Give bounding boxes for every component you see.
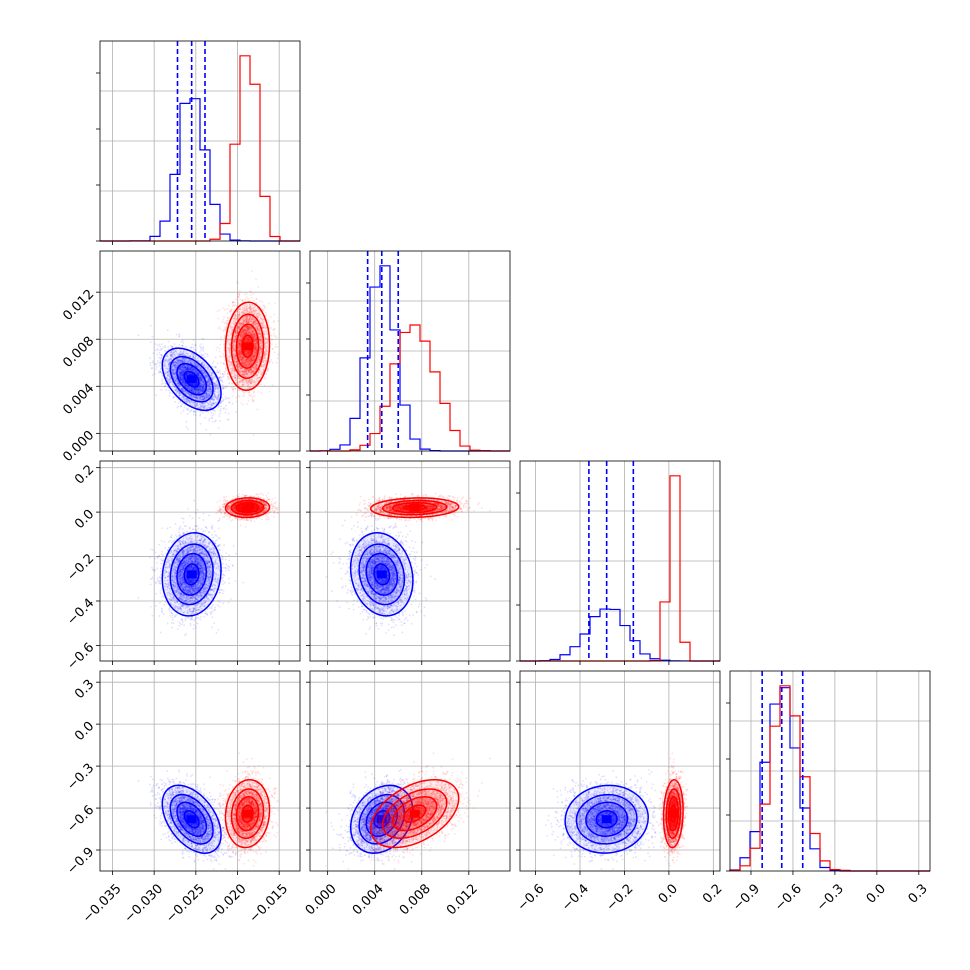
contour-set-series-0 <box>564 784 649 854</box>
contour-set-series-1 <box>369 779 460 849</box>
y-tick-label-2-0: −0.6 <box>64 640 97 673</box>
x-tick-label-3-3: 0.0 <box>864 881 889 906</box>
contour-set-series-1 <box>224 497 271 519</box>
x-tick-label-2-0: −0.6 <box>515 881 548 914</box>
scatter-panel-3-1: 0.000 0.004 0.008 0.012 <box>303 670 511 918</box>
panel-frame <box>519 460 721 662</box>
panel-content <box>137 492 280 637</box>
y-tick-label-2-3: 0.0 <box>72 507 97 532</box>
x-tick-label-3-2: −0.3 <box>814 881 847 914</box>
y-tick-label-3-0: −0.9 <box>64 845 97 878</box>
contour-set-series-0 <box>161 347 222 412</box>
y-tick-label-1-2: 0.008 <box>60 334 97 371</box>
panel-content <box>324 492 491 637</box>
scatter-panel-1-0: 0.000 0.004 0.008 0.012 <box>60 250 301 465</box>
x-tick-label-2-1: −0.4 <box>559 881 592 914</box>
panel-content <box>137 270 280 437</box>
panel-background <box>100 251 300 451</box>
histogram-panel-3: −0.9 −0.6 −0.3 0.0 0.3 <box>726 670 931 914</box>
y-tick-label-2-4: 0.2 <box>72 462 97 487</box>
x-tick-label-2-3: 0.0 <box>656 881 681 906</box>
panel-frame <box>99 40 301 242</box>
y-tick-label-3-4: 0.3 <box>72 677 97 702</box>
panel-content <box>137 752 280 871</box>
contour-set-series-0 <box>349 532 414 617</box>
x-tick-label-0-4: −0.015 <box>247 881 292 926</box>
density-peak-series-0 <box>186 375 197 384</box>
panel-background <box>100 671 300 871</box>
panel-frame <box>309 250 511 452</box>
panel-frame <box>309 670 511 872</box>
panel-frame <box>99 250 301 452</box>
scatter-panel-2-1 <box>306 460 511 665</box>
panel-background <box>100 461 300 661</box>
scatter-panel-3-0: −0.035−0.030−0.025−0.020−0.015 −0.9 −0.6 −0… <box>64 670 301 926</box>
density-peak-series-1 <box>409 503 420 512</box>
density-peak-series-0 <box>376 570 387 579</box>
y-tick-label-3-3: 0.0 <box>72 719 97 744</box>
scatter-panel-2-0: −0.6 −0.4 −0.2 0.0 0.2 <box>64 460 301 673</box>
x-tick-label-2-4: 0.2 <box>700 881 725 906</box>
y-tick-label-2-2: −0.2 <box>64 551 97 584</box>
x-tick-label-1-2: 0.008 <box>397 881 434 918</box>
contour-set-series-1 <box>224 301 271 392</box>
panel-frame <box>729 670 931 872</box>
y-tick-label-3-2: −0.3 <box>64 761 97 794</box>
contour-set-series-1 <box>369 497 460 519</box>
x-tick-label-3-0: −0.9 <box>730 881 763 914</box>
scatter-panel-3-2: −0.6 −0.4 −0.2 0.0 0.2 <box>515 670 725 914</box>
panel-content <box>544 752 689 871</box>
panel-frame <box>519 670 721 872</box>
x-tick-label-2-2: −0.2 <box>604 881 637 914</box>
density-peak-series-0 <box>186 815 197 824</box>
y-tick-label-1-3: 0.012 <box>60 287 97 324</box>
density-peak-series-1 <box>242 809 253 818</box>
density-peak-series-0 <box>376 815 387 824</box>
y-tick-label-1-0: 0.000 <box>60 428 97 465</box>
x-tick-label-0-1: −0.030 <box>122 881 167 926</box>
histogram-panel-1 <box>306 250 511 455</box>
panel-frame <box>309 460 511 662</box>
x-tick-label-3-4: 0.3 <box>906 881 931 906</box>
x-tick-label-1-3: 0.012 <box>444 881 481 918</box>
panel-frame <box>99 460 301 662</box>
density-peak-series-0 <box>186 570 197 579</box>
panel-background <box>520 671 720 871</box>
x-tick-label-1-1: 0.004 <box>350 881 387 918</box>
density-peak-series-1 <box>242 503 253 512</box>
contour-set-series-0 <box>161 532 222 617</box>
density-peak-series-1 <box>409 809 420 818</box>
panel-frame <box>99 670 301 872</box>
x-tick-label-0-2: −0.025 <box>163 881 208 926</box>
y-tick-label-2-1: −0.4 <box>64 596 97 629</box>
contour-set-series-0 <box>161 784 222 854</box>
density-peak-series-1 <box>242 342 253 351</box>
density-peak-series-1 <box>668 809 679 818</box>
contour-set-series-1 <box>662 779 684 849</box>
histogram-panel-2 <box>516 460 721 665</box>
panel-content <box>324 752 491 871</box>
y-tick-label-3-1: −0.6 <box>64 803 97 836</box>
x-tick-label-0-0: −0.035 <box>80 881 125 926</box>
density-peak-series-0 <box>601 815 612 824</box>
histogram-panel-0 <box>96 40 301 245</box>
x-tick-label-1-0: 0.000 <box>303 881 340 918</box>
x-tick-label-3-1: −0.6 <box>772 881 805 914</box>
y-tick-label-1-1: 0.004 <box>60 381 97 418</box>
contour-set-series-1 <box>224 779 271 849</box>
x-tick-label-0-3: −0.020 <box>205 881 250 926</box>
